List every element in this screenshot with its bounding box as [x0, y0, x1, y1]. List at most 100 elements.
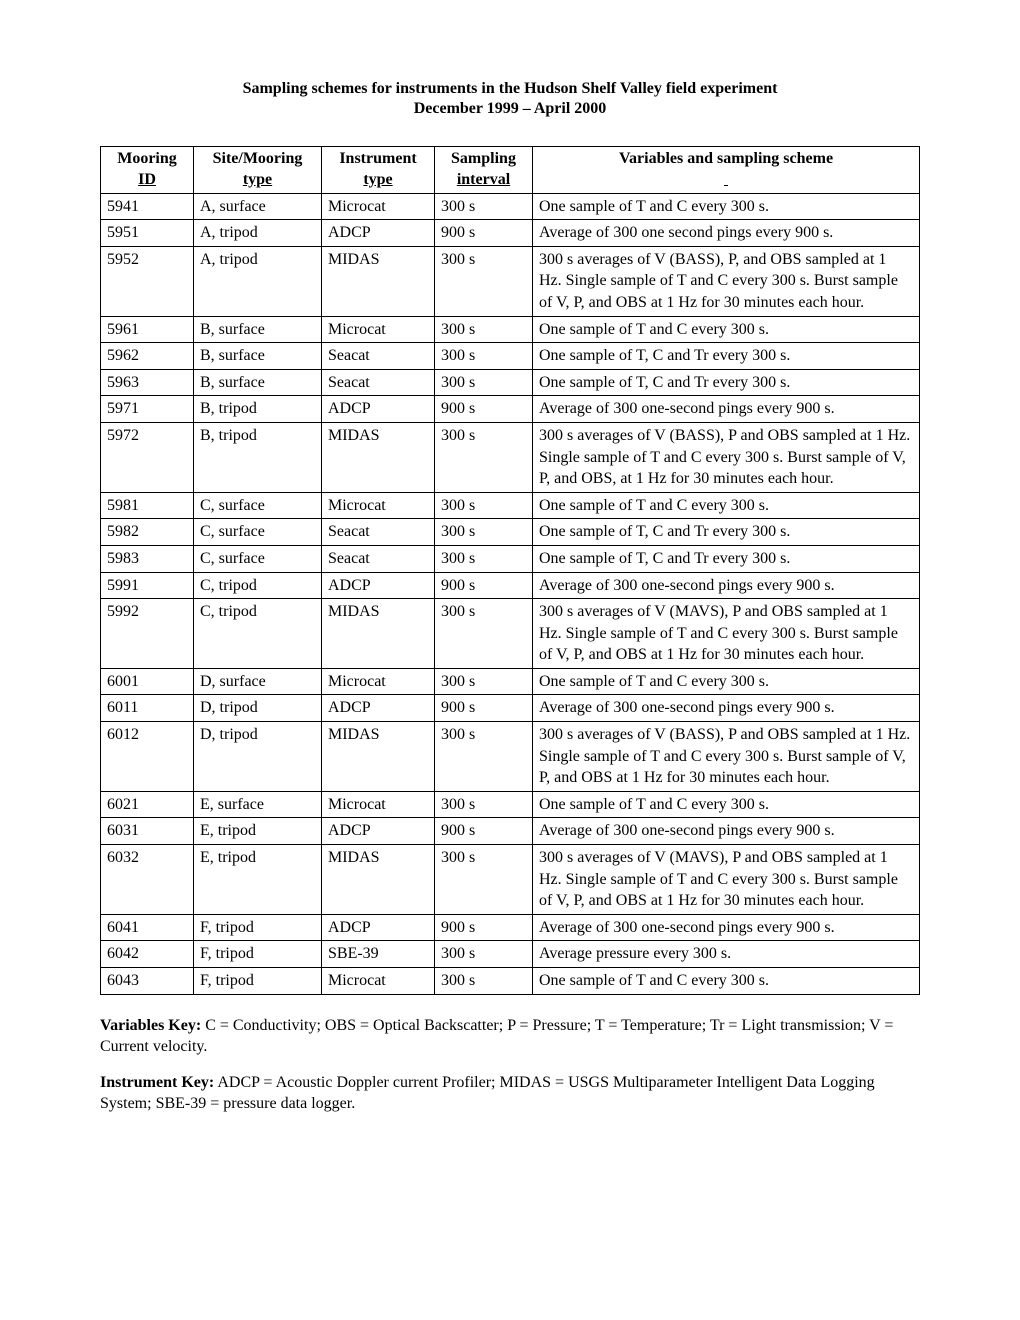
table-row: 5982C, surfaceSeacat300 sOne sample of T…: [101, 519, 920, 546]
table-cell-scheme: One sample of T and C every 300 s.: [533, 316, 920, 343]
table-cell-id: 5983: [101, 545, 194, 572]
table-cell-scheme: Average of 300 one second pings every 90…: [533, 220, 920, 247]
table-row: 5992C, tripodMIDAS300 s300 s averages of…: [101, 599, 920, 669]
table-cell-id: 5972: [101, 422, 194, 492]
table-row: 6012D, tripodMIDAS300 s300 s averages of…: [101, 722, 920, 792]
table-row: 6031E, tripodADCP900 sAverage of 300 one…: [101, 818, 920, 845]
table-cell-id: 6041: [101, 914, 194, 941]
table-row: 5962B, surfaceSeacat300 sOne sample of T…: [101, 343, 920, 370]
page-title: Sampling schemes for instruments in the …: [100, 80, 920, 98]
table-cell-id: 5962: [101, 343, 194, 370]
table-cell-int: 300 s: [435, 369, 533, 396]
table-cell-id: 5941: [101, 193, 194, 220]
table-cell-site: D, tripod: [194, 722, 322, 792]
table-row: 6032E, tripodMIDAS300 s300 s averages of…: [101, 845, 920, 915]
table-cell-inst: ADCP: [322, 914, 435, 941]
page-subtitle: December 1999 – April 2000: [100, 100, 920, 118]
header-mooring-id: Mooring ID: [101, 147, 194, 194]
table-cell-site: B, surface: [194, 343, 322, 370]
table-cell-inst: Microcat: [322, 791, 435, 818]
table-cell-int: 900 s: [435, 914, 533, 941]
table-cell-scheme: One sample of T and C every 300 s.: [533, 668, 920, 695]
table-cell-scheme: One sample of T, C and Tr every 300 s.: [533, 545, 920, 572]
table-cell-site: D, surface: [194, 668, 322, 695]
table-cell-id: 5981: [101, 492, 194, 519]
table-cell-site: A, surface: [194, 193, 322, 220]
instrument-key: Instrument Key: ADCP = Acoustic Doppler …: [100, 1072, 920, 1115]
table-cell-id: 5963: [101, 369, 194, 396]
table-cell-inst: MIDAS: [322, 246, 435, 316]
table-cell-int: 300 s: [435, 316, 533, 343]
variables-key: Variables Key: C = Conductivity; OBS = O…: [100, 1015, 920, 1058]
table-cell-scheme: 300 s averages of V (MAVS), P and OBS sa…: [533, 845, 920, 915]
table-cell-inst: Seacat: [322, 519, 435, 546]
table-row: 5951A, tripodADCP900 sAverage of 300 one…: [101, 220, 920, 247]
table-row: 5981C, surfaceMicrocat300 sOne sample of…: [101, 492, 920, 519]
table-cell-inst: SBE-39: [322, 941, 435, 968]
table-cell-int: 900 s: [435, 695, 533, 722]
table-cell-inst: ADCP: [322, 220, 435, 247]
table-cell-int: 300 s: [435, 492, 533, 519]
table-cell-inst: Seacat: [322, 369, 435, 396]
table-cell-inst: ADCP: [322, 396, 435, 423]
table-cell-int: 300 s: [435, 246, 533, 316]
table-cell-site: C, tripod: [194, 572, 322, 599]
table-cell-int: 300 s: [435, 722, 533, 792]
table-cell-id: 5982: [101, 519, 194, 546]
table-row: 5991C, tripodADCP900 sAverage of 300 one…: [101, 572, 920, 599]
table-cell-int: 300 s: [435, 519, 533, 546]
table-cell-scheme: Average of 300 one-second pings every 90…: [533, 818, 920, 845]
table-row: 5941A, surfaceMicrocat300 sOne sample of…: [101, 193, 920, 220]
table-cell-scheme: 300 s averages of V (BASS), P, and OBS s…: [533, 246, 920, 316]
table-cell-site: B, tripod: [194, 422, 322, 492]
header-scheme: Variables and sampling scheme: [533, 147, 920, 194]
table-cell-id: 6001: [101, 668, 194, 695]
table-cell-site: B, surface: [194, 369, 322, 396]
table-cell-site: E, surface: [194, 791, 322, 818]
table-cell-site: C, surface: [194, 492, 322, 519]
table-cell-inst: Microcat: [322, 968, 435, 995]
header-site: Site/Mooring type: [194, 147, 322, 194]
table-cell-inst: Microcat: [322, 316, 435, 343]
table-cell-scheme: One sample of T and C every 300 s.: [533, 968, 920, 995]
table-row: 5952A, tripodMIDAS300 s300 s averages of…: [101, 246, 920, 316]
table-cell-site: C, surface: [194, 545, 322, 572]
table-row: 6043F, tripodMicrocat300 sOne sample of …: [101, 968, 920, 995]
table-cell-site: E, tripod: [194, 845, 322, 915]
table-cell-inst: MIDAS: [322, 422, 435, 492]
table-cell-inst: Seacat: [322, 545, 435, 572]
table-row: 6011D, tripodADCP900 sAverage of 300 one…: [101, 695, 920, 722]
table-cell-scheme: One sample of T and C every 300 s.: [533, 492, 920, 519]
table-cell-int: 300 s: [435, 193, 533, 220]
table-cell-inst: MIDAS: [322, 599, 435, 669]
table-cell-int: 300 s: [435, 791, 533, 818]
table-cell-inst: Microcat: [322, 668, 435, 695]
table-cell-scheme: One sample of T and C every 300 s.: [533, 791, 920, 818]
table-cell-inst: Microcat: [322, 492, 435, 519]
table-cell-scheme: Average pressure every 300 s.: [533, 941, 920, 968]
table-cell-site: F, tripod: [194, 968, 322, 995]
table-row: 5972B, tripodMIDAS300 s300 s averages of…: [101, 422, 920, 492]
table-cell-scheme: One sample of T, C and Tr every 300 s.: [533, 343, 920, 370]
table-cell-int: 300 s: [435, 968, 533, 995]
table-header-row: Mooring ID Site/Mooring type Instrument …: [101, 147, 920, 194]
table-cell-int: 300 s: [435, 545, 533, 572]
table-cell-int: 300 s: [435, 599, 533, 669]
table-cell-site: D, tripod: [194, 695, 322, 722]
table-cell-id: 6012: [101, 722, 194, 792]
table-cell-scheme: Average of 300 one-second pings every 90…: [533, 572, 920, 599]
table-cell-int: 300 s: [435, 422, 533, 492]
table-cell-scheme: 300 s averages of V (BASS), P and OBS sa…: [533, 722, 920, 792]
table-cell-id: 6031: [101, 818, 194, 845]
sampling-table: Mooring ID Site/Mooring type Instrument …: [100, 146, 920, 995]
table-cell-id: 5952: [101, 246, 194, 316]
table-cell-int: 300 s: [435, 941, 533, 968]
table-cell-site: E, tripod: [194, 818, 322, 845]
table-cell-scheme: Average of 300 one-second pings every 90…: [533, 914, 920, 941]
table-row: 6041F, tripodADCP900 sAverage of 300 one…: [101, 914, 920, 941]
table-row: 5983C, surfaceSeacat300 sOne sample of T…: [101, 545, 920, 572]
table-cell-id: 6021: [101, 791, 194, 818]
table-cell-int: 900 s: [435, 572, 533, 599]
table-cell-inst: Microcat: [322, 193, 435, 220]
table-cell-scheme: One sample of T, C and Tr every 300 s.: [533, 369, 920, 396]
